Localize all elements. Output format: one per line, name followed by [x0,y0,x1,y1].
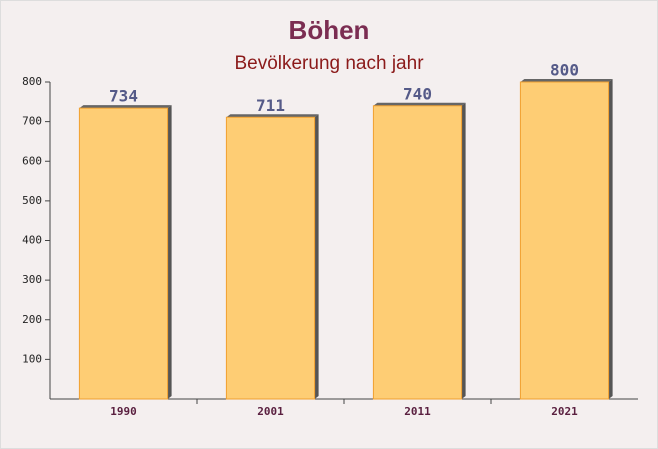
value-label: 711 [256,96,285,115]
y-tick-label: 600 [22,154,42,167]
y-tick-label: 500 [22,194,42,207]
bar-shadow-top [520,79,613,82]
x-tick-label: 2011 [404,405,431,418]
value-label: 800 [550,61,579,80]
value-label: 734 [109,87,138,106]
bar [225,116,316,400]
y-tick-label: 700 [22,115,42,128]
y-tick-label: 100 [22,352,42,365]
y-tick-label: 400 [22,234,42,247]
bar-shadow-top [79,105,172,109]
x-tick-label: 1990 [110,405,137,418]
bar-shadow-top [226,114,319,118]
bar-shadow [461,102,466,400]
bar-shadow [314,114,319,400]
bar [372,105,463,400]
bar-shadow [167,105,172,399]
y-tick-label: 300 [22,273,42,286]
x-tick-label: 2021 [551,405,578,418]
chart-title: Böhen [289,15,370,45]
chart-subtitle: Bevölkerung nach jahr [234,53,424,74]
bar [519,81,610,400]
bar-shadow-top [373,102,466,106]
y-tick-label: 800 [22,75,42,88]
value-label: 740 [403,84,432,103]
bar [78,107,169,400]
y-tick-label: 200 [22,313,42,326]
bar-shadow [608,79,613,399]
x-tick-label: 2001 [257,405,284,418]
